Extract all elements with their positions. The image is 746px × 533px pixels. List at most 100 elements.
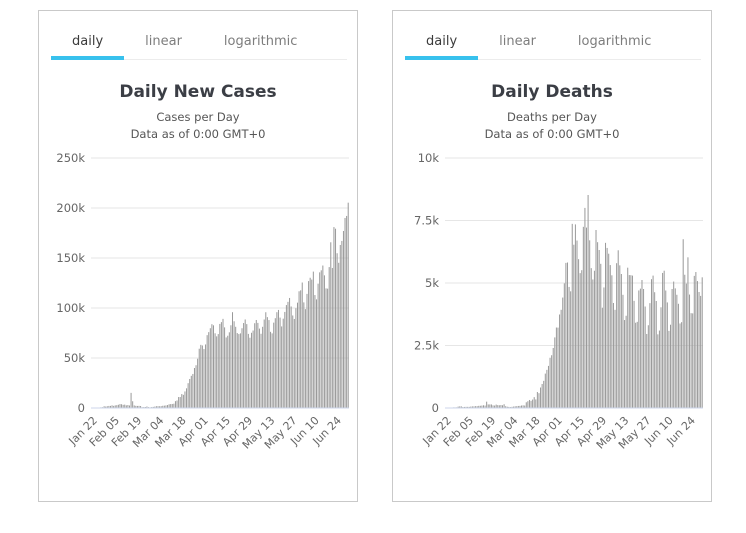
bar[interactable] bbox=[524, 405, 526, 408]
bar[interactable] bbox=[217, 333, 219, 408]
bar[interactable] bbox=[554, 336, 556, 408]
bar[interactable] bbox=[608, 253, 610, 408]
bar[interactable] bbox=[636, 321, 638, 408]
bar[interactable] bbox=[555, 327, 557, 408]
bar[interactable] bbox=[532, 399, 534, 408]
bar[interactable] bbox=[465, 406, 467, 408]
bar[interactable] bbox=[235, 326, 237, 408]
bar[interactable] bbox=[232, 311, 234, 408]
bar[interactable] bbox=[662, 272, 664, 408]
bar[interactable] bbox=[282, 318, 284, 408]
bar[interactable] bbox=[263, 319, 265, 408]
bar[interactable] bbox=[346, 215, 348, 408]
bar[interactable] bbox=[606, 247, 608, 408]
bar[interactable] bbox=[643, 288, 645, 408]
bar[interactable] bbox=[238, 333, 240, 408]
bar[interactable] bbox=[468, 406, 470, 408]
bar[interactable] bbox=[679, 322, 681, 408]
bar[interactable] bbox=[586, 227, 588, 408]
bar[interactable] bbox=[317, 283, 319, 408]
bar[interactable] bbox=[638, 289, 640, 408]
bar[interactable] bbox=[552, 347, 554, 408]
bar[interactable] bbox=[224, 326, 226, 408]
bar[interactable] bbox=[693, 275, 695, 408]
bar[interactable] bbox=[495, 404, 497, 408]
bar[interactable] bbox=[314, 294, 316, 408]
bar[interactable] bbox=[342, 230, 344, 408]
bar[interactable] bbox=[463, 406, 465, 408]
bar[interactable] bbox=[546, 369, 548, 408]
bar[interactable] bbox=[689, 294, 691, 408]
bar[interactable] bbox=[677, 303, 679, 408]
bar[interactable] bbox=[578, 258, 580, 408]
bar[interactable] bbox=[296, 302, 298, 408]
bar[interactable] bbox=[155, 405, 157, 408]
bar[interactable] bbox=[171, 403, 173, 408]
bar[interactable] bbox=[627, 267, 629, 408]
daily-deaths-chart[interactable]: 0 2.5k 5k 7.5k 10k Jan 22 Feb 05 Feb 19 Mar 04 Ma… bbox=[395, 148, 709, 470]
bar[interactable] bbox=[205, 343, 207, 408]
bar[interactable] bbox=[309, 277, 311, 408]
bar[interactable] bbox=[460, 405, 462, 408]
bar[interactable] bbox=[279, 317, 281, 408]
bar[interactable] bbox=[258, 328, 260, 408]
bar[interactable] bbox=[214, 332, 216, 408]
bar[interactable] bbox=[547, 365, 549, 408]
bar[interactable] bbox=[331, 267, 333, 408]
bar[interactable] bbox=[117, 404, 119, 408]
bar[interactable] bbox=[284, 311, 286, 408]
bar[interactable] bbox=[127, 404, 129, 408]
bar[interactable] bbox=[341, 240, 343, 408]
bar[interactable] bbox=[187, 382, 189, 408]
bar[interactable] bbox=[135, 405, 137, 408]
bar[interactable] bbox=[312, 271, 314, 408]
bar[interactable] bbox=[333, 226, 335, 408]
bar[interactable] bbox=[144, 406, 146, 408]
bar[interactable] bbox=[570, 290, 572, 408]
bar[interactable] bbox=[505, 405, 507, 408]
bar[interactable] bbox=[646, 333, 648, 408]
bar[interactable] bbox=[682, 238, 684, 408]
bar[interactable] bbox=[698, 291, 700, 408]
bar[interactable] bbox=[622, 294, 624, 408]
bar[interactable] bbox=[206, 334, 208, 408]
bar[interactable] bbox=[630, 274, 632, 408]
bar[interactable] bbox=[663, 270, 665, 408]
bar[interactable] bbox=[189, 378, 191, 408]
bar[interactable] bbox=[573, 244, 575, 408]
bar[interactable] bbox=[222, 318, 224, 408]
bar[interactable] bbox=[113, 405, 115, 408]
bar[interactable] bbox=[587, 194, 589, 408]
bar[interactable] bbox=[549, 357, 551, 408]
bar[interactable] bbox=[103, 405, 105, 408]
bar[interactable] bbox=[565, 262, 567, 408]
bar[interactable] bbox=[249, 337, 251, 408]
tab-daily[interactable]: daily bbox=[51, 24, 125, 60]
bar[interactable] bbox=[251, 332, 253, 408]
bar[interactable] bbox=[660, 306, 662, 408]
bar[interactable] bbox=[563, 282, 565, 408]
bar[interactable] bbox=[130, 392, 132, 408]
bar[interactable] bbox=[303, 301, 305, 408]
bar[interactable] bbox=[492, 404, 494, 408]
bar[interactable] bbox=[516, 405, 518, 408]
bar[interactable] bbox=[347, 202, 349, 408]
bar[interactable] bbox=[335, 228, 337, 408]
bar[interactable] bbox=[201, 344, 203, 408]
bar[interactable] bbox=[322, 265, 324, 408]
bar[interactable] bbox=[170, 403, 172, 408]
bar[interactable] bbox=[190, 375, 192, 408]
bar[interactable] bbox=[513, 406, 515, 408]
bar[interactable] bbox=[298, 290, 300, 408]
bar[interactable] bbox=[696, 280, 698, 408]
bar[interactable] bbox=[473, 405, 475, 408]
bar[interactable] bbox=[327, 288, 329, 408]
bar[interactable] bbox=[266, 316, 268, 408]
bar[interactable] bbox=[655, 300, 657, 408]
bar[interactable] bbox=[320, 269, 322, 408]
bar[interactable] bbox=[295, 307, 297, 408]
bar[interactable] bbox=[685, 283, 687, 408]
bar[interactable] bbox=[665, 290, 667, 408]
bar[interactable] bbox=[540, 387, 542, 408]
bar[interactable] bbox=[108, 405, 110, 408]
